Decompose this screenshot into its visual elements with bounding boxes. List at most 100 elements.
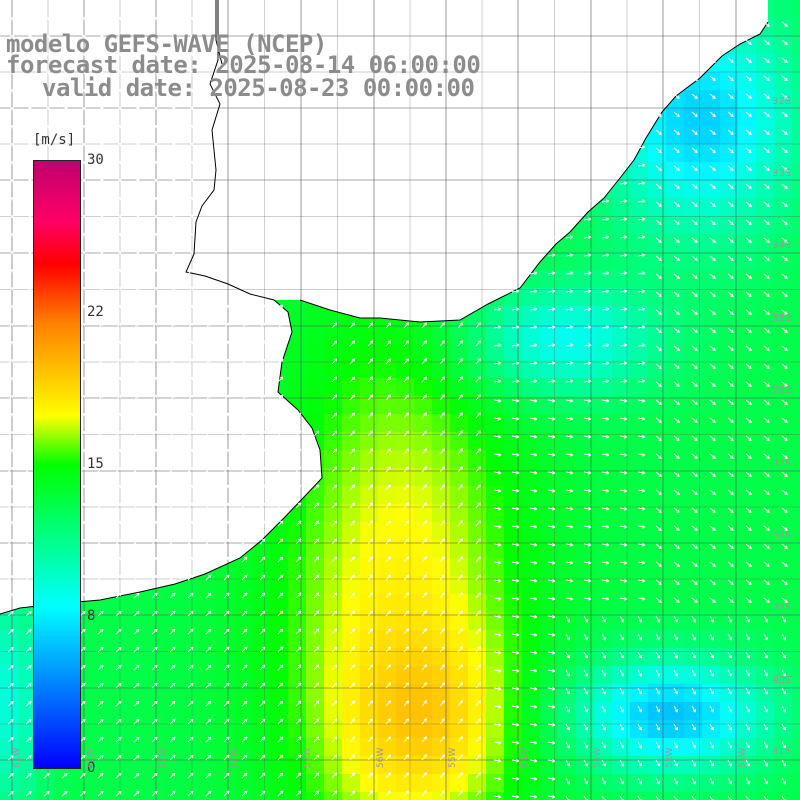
- wind-arrow: [205, 592, 212, 599]
- wind-arrow: [619, 199, 628, 204]
- wind-arrow: [601, 759, 606, 767]
- wind-arrow: [169, 466, 176, 473]
- wind-arrow: [457, 466, 463, 473]
- wind-arrow: [457, 358, 463, 365]
- wind-arrow: [349, 448, 356, 455]
- wind-arrow: [475, 700, 481, 707]
- wind-arrow: [295, 484, 302, 491]
- wind-arrow: [691, 147, 698, 153]
- wind-arrow: [313, 574, 320, 581]
- wind-arrow: [151, 610, 158, 617]
- wind-arrow: [637, 705, 642, 713]
- wind-arrow: [781, 525, 788, 531]
- wind-arrow: [133, 196, 140, 203]
- wind-arrow: [475, 466, 481, 473]
- wind-arrow: [745, 381, 752, 387]
- wind-arrow: [97, 214, 104, 221]
- wind-arrow: [133, 178, 140, 185]
- wind-arrow: [529, 325, 538, 330]
- wind-arrow: [295, 412, 302, 419]
- wind-arrow: [151, 574, 158, 581]
- wind-arrow: [133, 34, 140, 41]
- wind-arrow: [673, 453, 680, 459]
- wind-arrow: [655, 273, 662, 279]
- wind-arrow: [727, 273, 734, 279]
- wind-arrow: [781, 93, 788, 99]
- wind-arrow: [349, 772, 356, 779]
- wind-arrow: [493, 758, 502, 763]
- wind-arrow: [601, 434, 610, 439]
- wind-arrow: [367, 502, 374, 509]
- wind-arrow: [133, 520, 140, 527]
- wind-arrow: [61, 790, 68, 797]
- wind-arrow: [133, 16, 140, 23]
- wind-arrow: [331, 394, 338, 401]
- wind-arrow: [691, 579, 698, 585]
- wind-arrow: [403, 358, 410, 365]
- wind-arrow: [673, 147, 680, 153]
- wind-arrow: [655, 417, 662, 423]
- wind-arrow: [781, 615, 786, 623]
- wind-arrow: [97, 70, 104, 77]
- wind-arrow: [349, 610, 356, 617]
- wind-arrow: [277, 322, 284, 329]
- wind-arrow: [763, 21, 770, 27]
- wind-arrow: [259, 664, 266, 671]
- wind-arrow: [655, 741, 660, 749]
- wind-arrow: [97, 178, 104, 185]
- wind-arrow: [709, 291, 716, 297]
- wind-arrow: [151, 430, 158, 437]
- wind-arrow: [349, 646, 356, 653]
- wind-arrow: [241, 448, 248, 455]
- wind-arrow: [385, 304, 392, 311]
- wind-arrow: [187, 718, 194, 725]
- wind-arrow: [709, 165, 716, 171]
- lon-label: 60W: [86, 747, 96, 768]
- wind-arrow: [475, 376, 481, 383]
- lat-label: 40S: [772, 675, 792, 686]
- wind-arrow: [547, 542, 556, 547]
- wind-arrow: [745, 183, 752, 189]
- wind-arrow: [61, 52, 68, 59]
- wind-arrow: [385, 790, 392, 797]
- wind-arrow: [457, 646, 463, 653]
- wind-arrow: [439, 628, 446, 635]
- wind-arrow: [313, 610, 320, 617]
- wind-arrow: [313, 448, 320, 455]
- wind-arrow: [781, 237, 788, 243]
- wind-arrow: [259, 484, 266, 491]
- wind-arrow: [763, 273, 770, 279]
- wind-arrow: [421, 466, 428, 473]
- wind-arrow: [691, 111, 698, 117]
- wind-arrow: [457, 520, 463, 527]
- wind-arrow: [691, 201, 698, 207]
- wind-arrow: [421, 736, 428, 743]
- wind-arrow: [403, 556, 410, 563]
- wind-arrow: [241, 412, 248, 419]
- wind-arrow: [619, 506, 628, 511]
- wind-arrow: [601, 723, 606, 731]
- colorbar-tick-label: 22: [87, 304, 104, 320]
- wind-arrow: [475, 610, 481, 617]
- wind-arrow: [223, 448, 230, 455]
- wind-arrow: [565, 361, 574, 366]
- wind-arrow: [25, 629, 32, 635]
- wind-arrow: [151, 556, 158, 563]
- wind-arrow: [475, 394, 481, 401]
- wind-arrow: [331, 790, 338, 797]
- wind-arrow: [493, 686, 502, 691]
- wind-arrow: [223, 376, 230, 383]
- wind-arrow: [97, 574, 104, 581]
- wind-arrow: [619, 687, 624, 695]
- wind-arrow: [331, 754, 338, 761]
- wind-arrow: [277, 538, 284, 545]
- wind-arrow: [133, 430, 140, 437]
- wind-arrow: [691, 381, 698, 387]
- wind-arrow: [709, 489, 716, 495]
- wind-arrow: [385, 628, 392, 635]
- wind-arrow: [259, 412, 266, 419]
- wind-arrow: [331, 700, 338, 707]
- wind-arrow: [547, 361, 556, 366]
- wind-arrow: [745, 399, 752, 405]
- wind-arrow: [403, 520, 410, 527]
